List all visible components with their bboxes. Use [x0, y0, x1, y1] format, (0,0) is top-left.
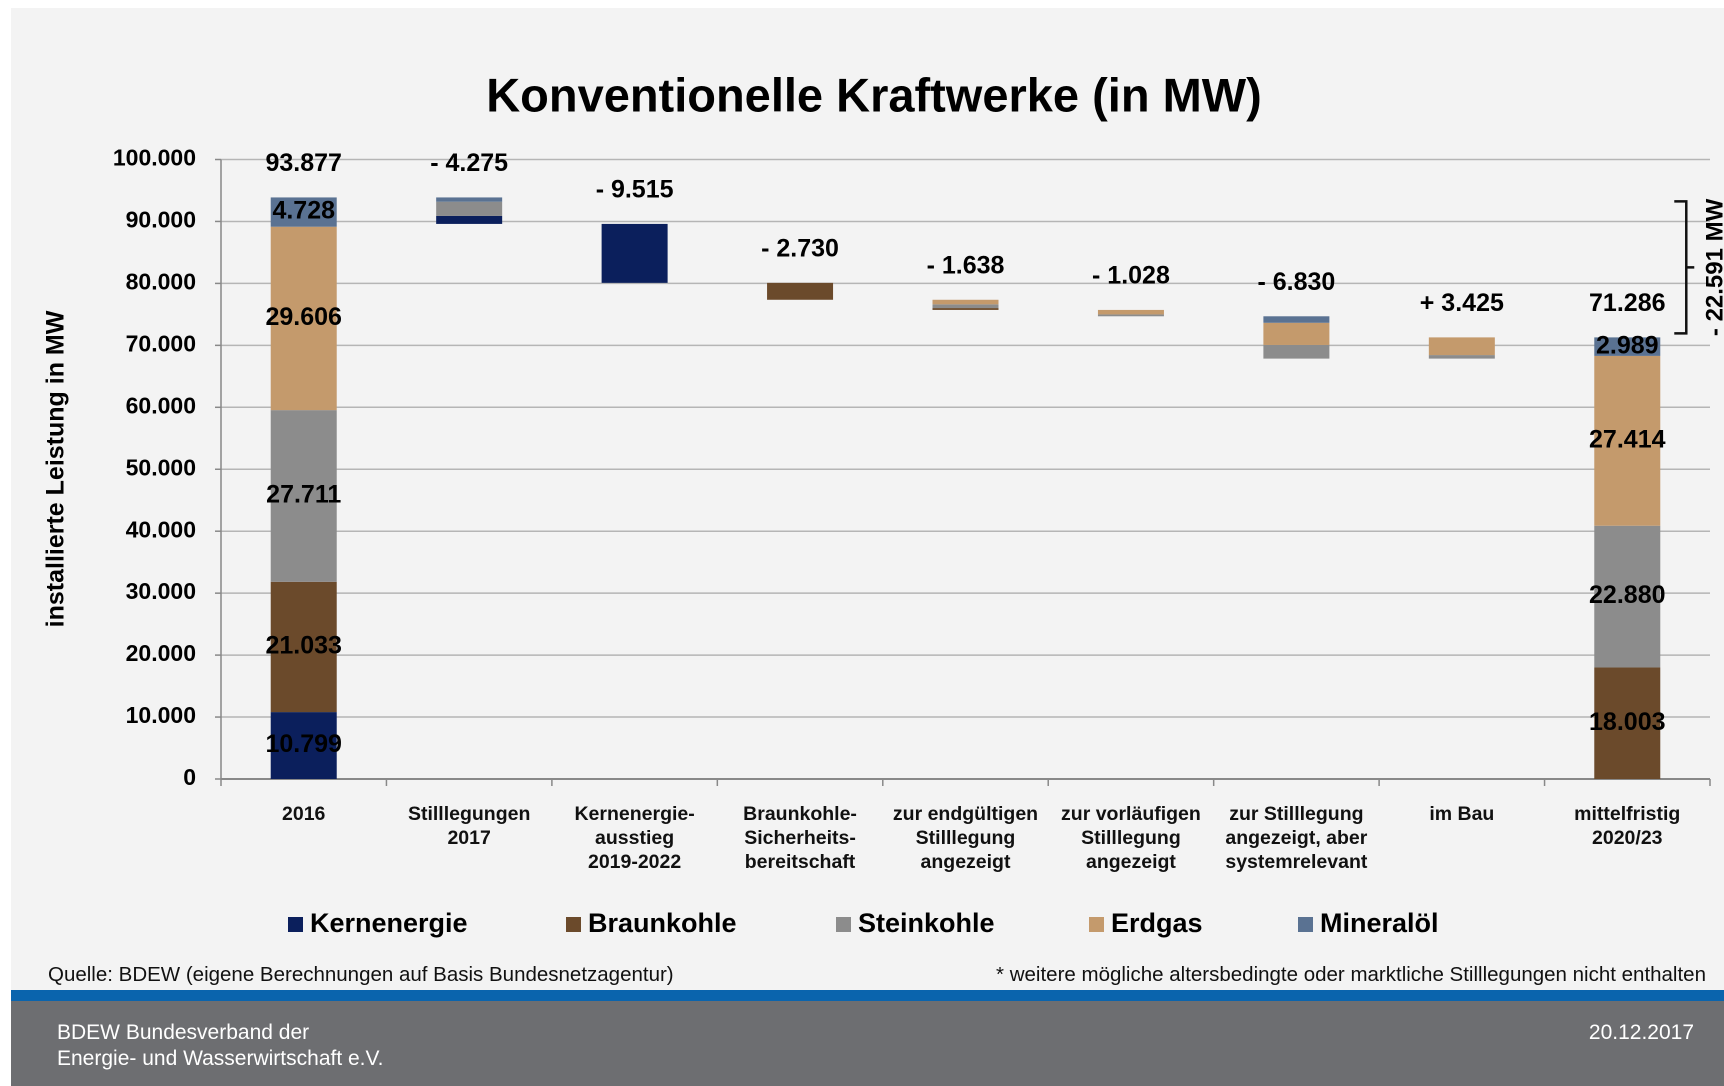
x-tick-label: Kernenergie- ausstieg 2019-2022 — [574, 803, 695, 873]
bar-segment — [601, 223, 668, 283]
bar-segment — [270, 197, 337, 227]
x-tick-label: zur vorläufigen Stilllegung angezeigt — [1061, 803, 1201, 873]
segment-label: 29.606 — [265, 303, 341, 331]
bar-segment — [436, 201, 503, 216]
x-tick-label: mittelfristig 2020/23 — [1574, 803, 1681, 849]
legend-swatch — [566, 917, 581, 932]
total-label: - 6.830 — [1257, 268, 1335, 296]
total-label: + 3.425 — [1420, 289, 1504, 317]
bracket — [1674, 200, 1695, 335]
bar-segment — [1097, 309, 1164, 315]
y-tick-label: 80.000 — [126, 268, 196, 294]
segment-label: 2.989 — [1596, 331, 1659, 359]
x-tick-label: Braunkohle- Sicherheits- bereitschaft — [743, 803, 857, 873]
total-label: - 1.638 — [927, 251, 1005, 279]
bar-segment — [270, 712, 337, 779]
segment-label: 18.003 — [1589, 708, 1665, 736]
legend-label: Mineralöl — [1320, 908, 1439, 938]
x-tick-label: im Bau — [1429, 803, 1495, 825]
legend-swatch — [1298, 917, 1313, 932]
y-tick-label: 50.000 — [126, 454, 196, 480]
bar-segment — [932, 304, 999, 309]
legend-label: Braunkohle — [588, 908, 737, 938]
chart: Konventionelle Kraftwerke (in MW) instal… — [42, 68, 1724, 938]
y-tick-label: 70.000 — [126, 330, 196, 356]
source: Quelle: BDEW (eigene Berechnungen auf Ba… — [48, 963, 674, 986]
y-tick-label: 40.000 — [126, 516, 196, 542]
total-label: 93.877 — [265, 149, 341, 177]
legend-label: Steinkohle — [858, 908, 995, 938]
bar-segment — [1594, 525, 1661, 668]
total-label: - 9.515 — [596, 176, 674, 204]
segment-label: 22.880 — [1589, 581, 1665, 609]
bar-segment — [436, 197, 503, 202]
segment-label: 27.414 — [1589, 425, 1666, 453]
bar-segment — [1097, 314, 1164, 317]
bar-segment — [932, 308, 999, 310]
chart-title: Konventionelle Kraftwerke (in MW) — [486, 68, 1262, 121]
legend-swatch — [288, 917, 303, 932]
bar-segment — [932, 299, 999, 305]
y-tick-label: 100.000 — [113, 145, 196, 171]
y-tick-label: 20.000 — [126, 640, 196, 666]
bar-segment — [1263, 322, 1330, 345]
footer-band — [11, 990, 1724, 1001]
y-tick-label: 90.000 — [126, 207, 196, 233]
total-label: - 4.275 — [430, 149, 508, 177]
legend-swatch — [1089, 917, 1104, 932]
legend-swatch — [836, 917, 851, 932]
bar-segment — [1428, 337, 1495, 356]
segment-label: 27.711 — [266, 481, 341, 509]
footer-org: BDEW Bundesverband der — [57, 1021, 310, 1044]
footer-org: Energie- und Wasserwirtschaft e.V. — [57, 1047, 384, 1070]
bar-segment — [270, 581, 337, 713]
y-axis-label: installierte Leistung in MW — [42, 310, 70, 627]
bar-segment — [767, 282, 834, 300]
total-label: 71.286 — [1589, 289, 1665, 317]
bar-segment — [436, 215, 503, 224]
x-tick-label: Stilllegungen 2017 — [407, 803, 531, 849]
y-tick-label: 10.000 — [126, 702, 196, 728]
y-tick-label: 0 — [183, 764, 196, 790]
bar-segment — [1594, 667, 1661, 779]
x-tick-label: zur Stilllegung angezeigt, aber systemre… — [1225, 803, 1368, 873]
segment-label: 4.728 — [272, 197, 335, 225]
bar-segment — [1594, 337, 1661, 356]
total-label: - 1.028 — [1092, 262, 1170, 290]
bar-segment — [1428, 355, 1495, 359]
segment-label: 21.033 — [265, 632, 341, 660]
x-tick-label: zur endgültigen Stilllegung angezeigt — [892, 803, 1039, 873]
total-label: - 2.730 — [761, 234, 839, 262]
annotation: - 22.591 MW — [1702, 198, 1724, 336]
y-tick-label: 60.000 — [126, 392, 196, 418]
bar-segment — [1263, 344, 1330, 359]
footer-date: 20.12.2017 — [1588, 1021, 1694, 1044]
footer: BDEW Bundesverband der Energie- und Wass… — [11, 1001, 1724, 1086]
footnote: * weitere mögliche altersbedingte oder m… — [996, 963, 1706, 986]
bar-segment — [1594, 355, 1661, 526]
bar-segment — [270, 226, 337, 411]
bar-segment — [1263, 316, 1330, 323]
x-tick-label: 2016 — [282, 803, 326, 825]
bar-segment — [270, 410, 337, 582]
y-tick-label: 30.000 — [126, 578, 196, 604]
legend-label: Kernenergie — [310, 908, 468, 938]
segment-label: 10.799 — [265, 730, 341, 758]
legend-label: Erdgas — [1111, 908, 1203, 938]
